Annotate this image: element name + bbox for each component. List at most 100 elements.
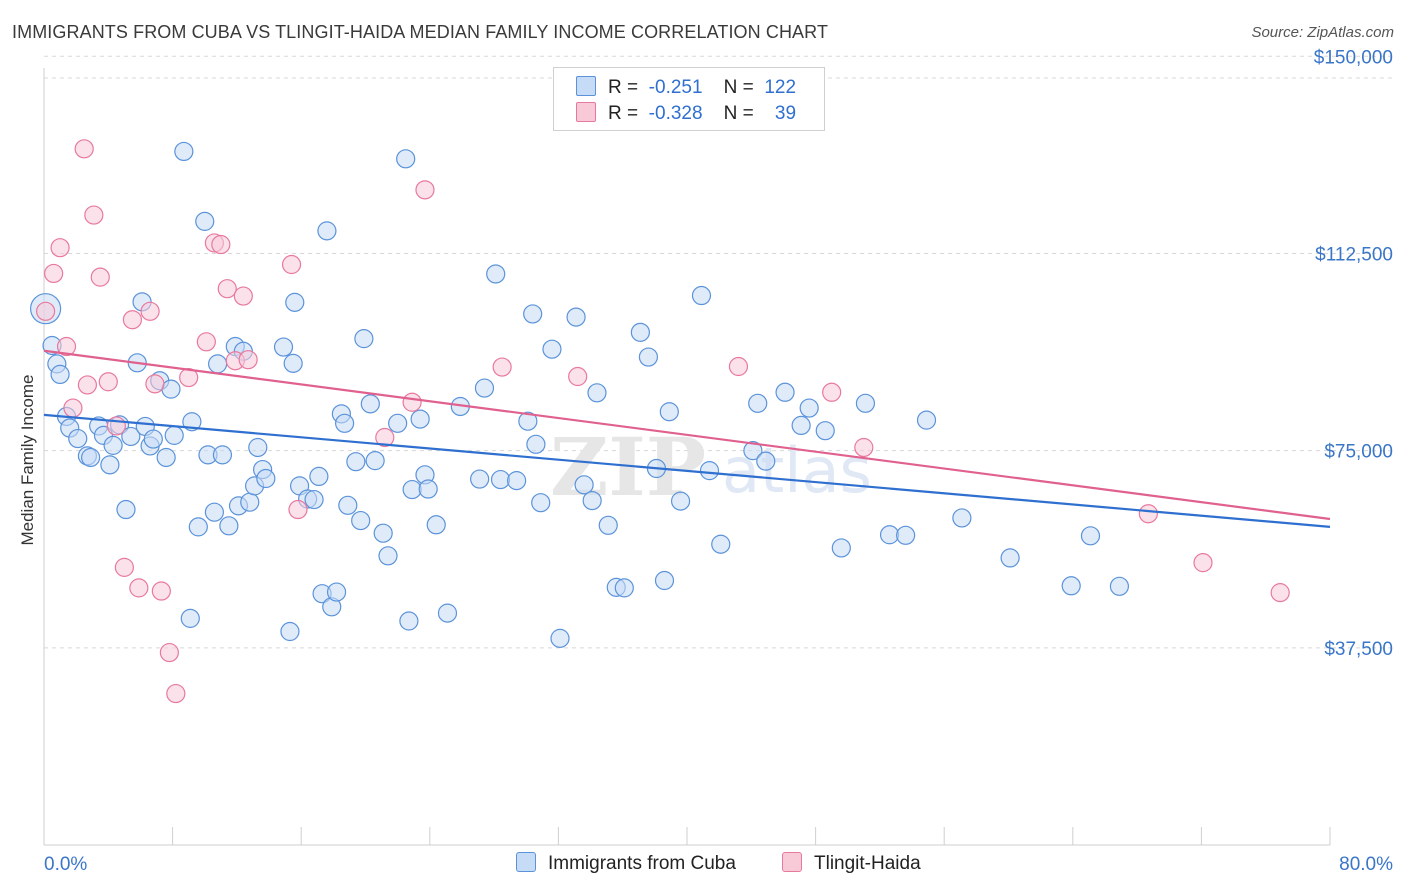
cuba-point <box>195 211 215 231</box>
cuba-point <box>711 534 731 554</box>
trend-lines <box>43 349 1331 528</box>
cuba-point <box>614 578 634 598</box>
tlingit-point <box>122 310 143 330</box>
cuba-point <box>1061 576 1081 596</box>
tlingit-point <box>114 557 134 577</box>
tlingit-point <box>140 301 160 321</box>
cuba-point <box>699 461 720 481</box>
tlingit-point <box>281 254 302 275</box>
tlingit-trend-line <box>43 349 1331 521</box>
cuba-point <box>1109 576 1130 596</box>
cuba-point <box>507 471 527 491</box>
legend-row-tlingit: R = -0.328 N = 39 <box>576 102 796 126</box>
cuba-point <box>164 425 184 445</box>
cuba-point <box>180 608 200 628</box>
cuba-point <box>518 411 538 431</box>
legend-item-tlingit[interactable]: Tlingit-Haida <box>782 852 921 875</box>
series-tlingit-haida <box>36 139 1290 704</box>
tlingit-point <box>90 267 110 287</box>
y-tick-labels: $150,000 $112,500 $75,000 $37,500 <box>1314 47 1393 660</box>
cuba-point <box>280 621 300 642</box>
cuba-point <box>531 493 551 513</box>
cuba-point <box>630 322 650 342</box>
r-value: -0.328 <box>648 103 703 124</box>
tlingit-point <box>402 392 422 412</box>
cuba-point <box>338 495 358 515</box>
tlingit-point <box>415 180 435 200</box>
cuba-point <box>143 429 163 449</box>
cuba-point <box>952 508 972 528</box>
y-tick-label: $75,000 <box>1324 442 1393 463</box>
cuba-point <box>283 353 303 373</box>
cuba-point <box>743 441 763 461</box>
tlingit-point <box>56 336 77 357</box>
tlingit-swatch-icon <box>576 102 596 122</box>
tlingit-point <box>145 374 165 394</box>
tlingit-point <box>44 263 64 284</box>
cuba-point <box>285 292 305 312</box>
tlingit-point <box>854 437 874 458</box>
cuba-point <box>326 582 347 602</box>
tlingit-point <box>375 427 395 448</box>
cuba-point <box>182 412 202 432</box>
cuba-swatch-icon <box>576 76 596 96</box>
cuba-point <box>426 515 446 535</box>
cuba-point <box>116 499 136 520</box>
tlingit-point <box>196 332 216 352</box>
legend-label: Tlingit-Haida <box>814 853 921 874</box>
tlingit-point <box>74 139 94 159</box>
x-tick-labels: 0.0% 80.0% <box>44 854 1393 875</box>
tlingit-legend-swatch-icon <box>782 852 802 872</box>
cuba-point <box>248 437 268 458</box>
cuba-point <box>396 149 416 169</box>
cuba-point <box>418 479 438 499</box>
n-value: 39 <box>774 103 797 124</box>
cuba-point <box>346 452 366 472</box>
tlingit-point <box>1193 553 1213 573</box>
stats-legend: R = -0.251 N = 122 R = -0.328 N = 39 <box>553 67 825 131</box>
cuba-point <box>799 398 819 418</box>
cuba-legend-swatch-icon <box>516 852 536 872</box>
cuba-point <box>309 466 329 487</box>
cuba-point <box>587 383 607 403</box>
n-value: 122 <box>764 77 797 98</box>
cuba-point <box>542 339 562 359</box>
y-tick-label: $112,500 <box>1315 244 1393 265</box>
cuba-point <box>474 378 495 398</box>
cuba-point <box>659 402 679 422</box>
tlingit-point <box>77 375 98 395</box>
cuba-point <box>378 546 398 566</box>
watermark-atlas: atlas <box>722 434 872 507</box>
cuba-point <box>437 603 458 623</box>
tlingit-point <box>151 581 171 601</box>
x-tick-label: 0.0% <box>44 854 87 875</box>
cuba-point <box>756 451 776 471</box>
tlingit-point <box>728 356 749 377</box>
cuba-point <box>598 515 618 535</box>
cuba-point <box>855 393 876 413</box>
cuba-point <box>335 413 355 433</box>
cuba-point <box>174 141 194 162</box>
y-tick-label: $150,000 <box>1314 47 1393 68</box>
legend-label: Immigrants from Cuba <box>548 853 736 874</box>
legend-item-cuba[interactable]: Immigrants from Cuba <box>516 852 736 875</box>
tlingit-point <box>129 578 149 598</box>
legend-row-cuba: R = -0.251 N = 122 <box>576 76 796 100</box>
cuba-point <box>354 329 374 349</box>
tlingit-point <box>1270 583 1290 603</box>
cuba-point <box>470 469 490 489</box>
cuba-point <box>654 570 675 591</box>
tlingit-point <box>63 398 83 418</box>
cuba-point <box>81 447 101 468</box>
cuba-point <box>879 525 900 545</box>
cuba-point <box>1080 526 1101 546</box>
tlingit-point <box>98 372 118 392</box>
tlingit-point <box>568 366 588 387</box>
cuba-point <box>365 451 385 471</box>
cuba-point <box>550 628 570 648</box>
source-credit: Source: ZipAtlas.com <box>1251 24 1394 41</box>
cuba-point <box>410 409 430 429</box>
tlingit-point <box>217 279 237 299</box>
tlingit-point <box>238 350 258 370</box>
